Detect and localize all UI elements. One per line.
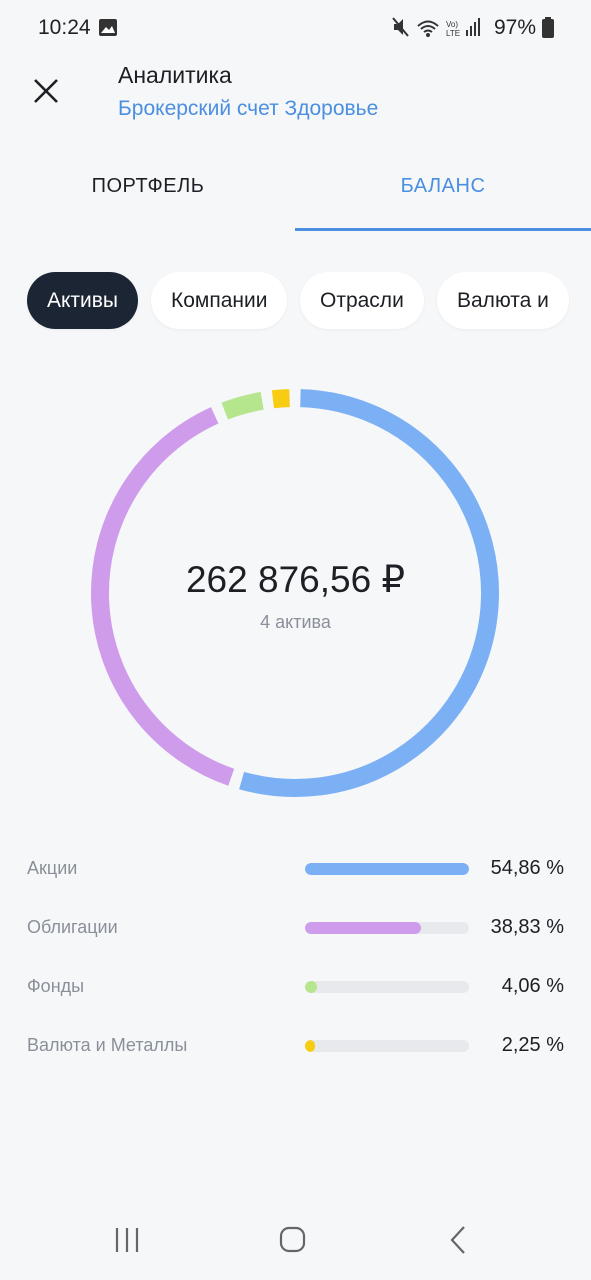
asset-label: Фонды [27, 976, 85, 996]
bar-fill [305, 1040, 315, 1052]
status-time: 10:24 [38, 16, 91, 39]
asset-label: Акции [27, 858, 78, 878]
tab-indicator [295, 228, 591, 231]
battery-level: 97% [494, 16, 537, 39]
svg-text:LTE: LTE [446, 29, 460, 38]
donut-segment [239, 389, 499, 797]
donut-segment [221, 391, 264, 420]
status-icons: Vo)LTE [392, 17, 480, 38]
donut-segment [91, 407, 235, 786]
filter-chip[interactable]: Валюта и [437, 272, 569, 329]
close-button[interactable] [33, 78, 59, 104]
bar-track [305, 981, 469, 993]
donut-chart [91, 389, 499, 797]
asset-count: 4 актива [260, 612, 331, 632]
filter-chip[interactable]: Отрасли [300, 272, 424, 329]
battery-icon [542, 17, 554, 38]
tab[interactable]: ПОРТФЕЛЬ [91, 175, 205, 197]
bar-fill [305, 981, 318, 993]
tab[interactable]: БАЛАНС [400, 175, 486, 197]
bar-track [305, 863, 469, 875]
asset-share: 54,86 % [490, 857, 564, 879]
bar-track [305, 1040, 469, 1052]
asset-share: 4,06 % [501, 975, 564, 997]
svg-text:Vo): Vo) [446, 20, 458, 29]
total-balance: 262 876,56 ₽ [185, 559, 405, 600]
account-name: Брокерский счет Здоровье [118, 97, 379, 120]
system-nav [115, 1226, 465, 1254]
asset-label: Валюта и Металлы [27, 1035, 188, 1055]
donut-segment [271, 389, 290, 409]
bar-fill [305, 922, 422, 934]
gallery-icon [99, 19, 117, 36]
bar-track [305, 922, 469, 934]
asset-label: Облигации [27, 917, 118, 937]
asset-share: 38,83 % [490, 916, 564, 938]
filter-chip[interactable]: Активы [27, 272, 139, 329]
bar-fill [305, 863, 469, 875]
filter-chip[interactable]: Компании [151, 272, 288, 329]
asset-share: 2,25 % [501, 1034, 564, 1056]
screen-title: Аналитика [118, 62, 232, 88]
